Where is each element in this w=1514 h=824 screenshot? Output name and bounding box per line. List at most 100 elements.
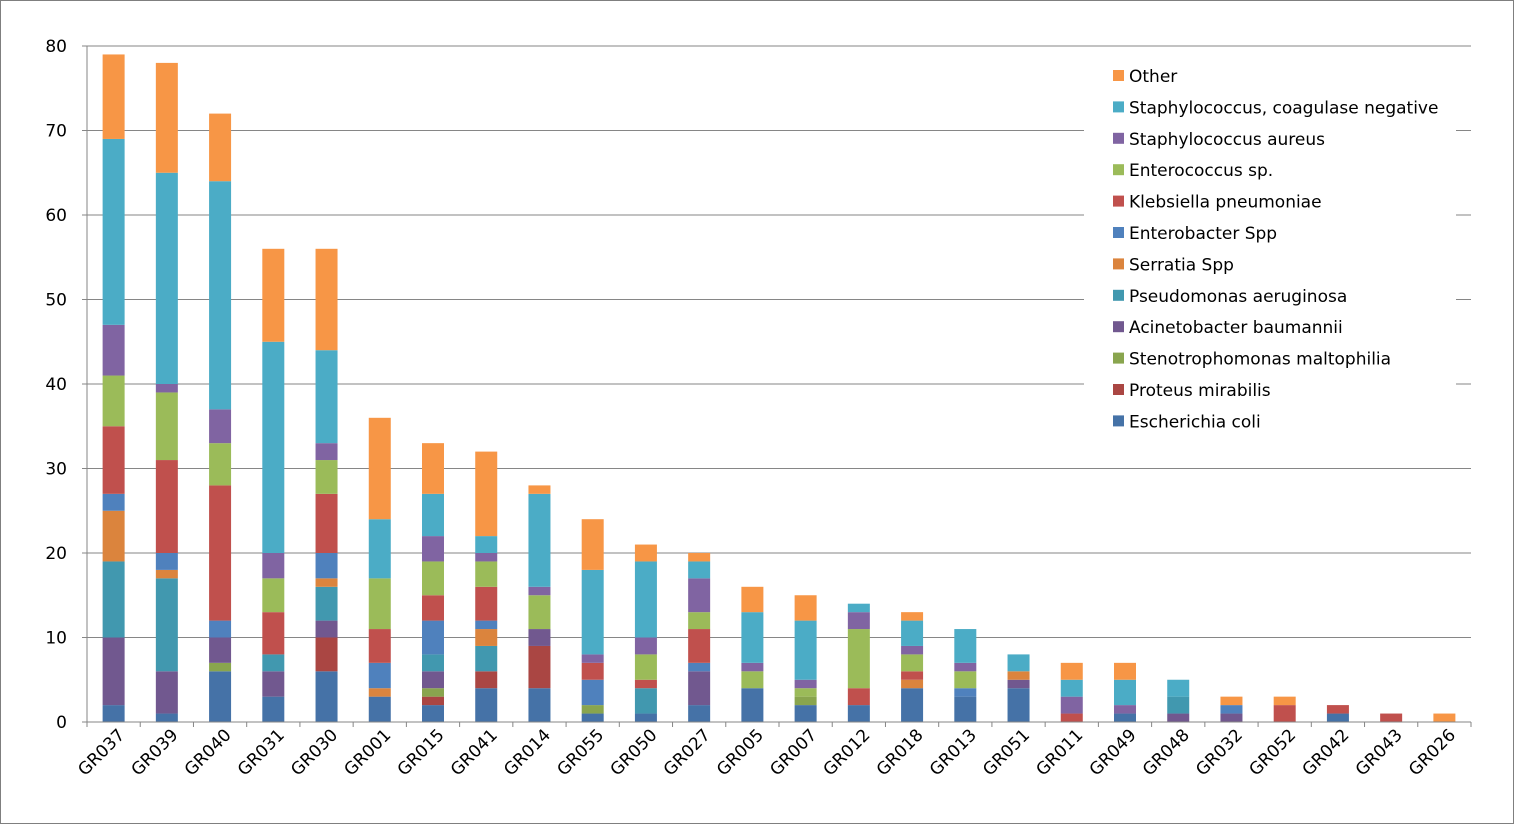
- bar-segment: [209, 113, 232, 182]
- legend-label: Other: [1129, 67, 1177, 87]
- bar-segment: [688, 612, 711, 630]
- x-category-label: GR039: [128, 725, 183, 780]
- bar-segment: [315, 586, 338, 621]
- bar-segment: [315, 443, 338, 461]
- x-category-label: GR014: [500, 725, 555, 780]
- bar-segment: [1273, 705, 1296, 722]
- legend-label: Escherichia coli: [1129, 412, 1261, 432]
- legend-label: Staphylococcus aureus: [1129, 130, 1325, 150]
- legend: Other Staphylococcus, coagulase negative S…: [1084, 59, 1456, 443]
- bar-segment: [102, 510, 125, 562]
- legend-label: Acinetobacter baumannii: [1129, 318, 1343, 338]
- bar-segment: [209, 485, 232, 621]
- bar-segment: [102, 705, 125, 722]
- bar-segment: [581, 713, 604, 722]
- legend-swatch: [1113, 289, 1124, 301]
- bar-segment: [901, 679, 924, 689]
- y-axis-tick-labels: 0 10 20 30 40 50 60 70 80: [45, 37, 87, 733]
- bar-segment: [102, 375, 125, 427]
- x-category-label: GR015: [394, 725, 449, 780]
- bar-segment: [102, 324, 125, 376]
- bar-segment: [1114, 713, 1136, 722]
- bar-segment: [368, 629, 391, 663]
- bar-segment: [262, 578, 285, 613]
- bar-segment: [741, 612, 764, 663]
- bar-segment: [794, 705, 817, 722]
- bar-segment: [688, 629, 711, 663]
- y-tick-label: 40: [45, 375, 67, 395]
- bar-segment: [954, 629, 977, 663]
- bar-segment: [1007, 654, 1030, 672]
- bar-segment: [368, 696, 391, 722]
- bar-segment: [634, 688, 657, 714]
- x-category-label: GR052: [1245, 725, 1300, 780]
- bar-segment: [1326, 713, 1349, 722]
- legend-swatch: [1113, 101, 1124, 113]
- legend-background: [1084, 59, 1456, 443]
- bar-segment: [475, 645, 498, 672]
- bar-segment: [1114, 705, 1136, 714]
- bar-segment: [315, 350, 338, 444]
- bar-segment: [1167, 679, 1190, 697]
- bar-segment: [954, 688, 977, 697]
- bar-segment: [581, 679, 604, 706]
- legend-swatch: [1113, 195, 1124, 207]
- x-category-label: GR055: [553, 725, 608, 780]
- bar-segment: [1007, 688, 1030, 722]
- bar-segment: [422, 561, 444, 596]
- x-category-label: GR011: [1033, 725, 1088, 780]
- legend-swatch: [1113, 258, 1124, 270]
- bar-segment: [794, 679, 817, 689]
- bar-segment: [209, 620, 232, 638]
- bar-segment: [901, 688, 924, 722]
- bar-segment: [422, 654, 444, 672]
- x-axis-category-labels: GR037GR039GR040GR031GR030GR001GR015GR041…: [74, 725, 1460, 780]
- bar-segment: [155, 671, 178, 714]
- bar-segment: [315, 460, 338, 494]
- bar-segment: [475, 561, 498, 587]
- bar-segment: [634, 713, 657, 722]
- bar-segment: [528, 688, 551, 722]
- bar-segment: [422, 536, 444, 562]
- y-tick-label: 80: [45, 37, 67, 57]
- x-category-label: GR032: [1192, 725, 1247, 780]
- bar-segment: [688, 671, 711, 706]
- bar-segment: [1114, 662, 1136, 680]
- bar-segment: [581, 705, 604, 714]
- bar-segment: [102, 426, 125, 494]
- bar-segment: [315, 248, 338, 351]
- x-category-label: GR048: [1139, 725, 1194, 780]
- bar-segment: [741, 586, 764, 613]
- x-category-label: GR001: [341, 725, 396, 780]
- bar-segment: [688, 705, 711, 722]
- bar-segment: [741, 662, 764, 672]
- bar-segment: [368, 688, 391, 697]
- bar-segment: [528, 485, 551, 494]
- bar-segment: [688, 553, 711, 562]
- bar-segment: [1220, 696, 1243, 706]
- x-category-label: GR031: [234, 725, 289, 780]
- bar-segment: [688, 578, 711, 613]
- legend-swatch: [1113, 132, 1124, 144]
- bar-segment: [528, 595, 551, 630]
- legend-label: Klebsiella pneumoniae: [1129, 193, 1322, 213]
- bar-segment: [581, 662, 604, 680]
- bar-segment: [422, 595, 444, 621]
- bar-segment: [688, 662, 711, 672]
- bar-segment: [422, 671, 444, 689]
- bar-segment: [475, 671, 498, 689]
- bar-segment: [475, 629, 498, 646]
- bar-segment: [209, 409, 232, 444]
- legend-label: Pseudomonas aeruginosa: [1129, 287, 1347, 307]
- legend-swatch: [1113, 352, 1124, 364]
- bar-segment: [847, 612, 870, 630]
- bar-segment: [262, 654, 285, 672]
- bar-segment: [368, 578, 391, 630]
- bar-segment: [528, 493, 551, 587]
- legend-label: Proteus mirabilis: [1129, 381, 1271, 401]
- x-category-label: GR005: [713, 725, 768, 780]
- x-category-label: GR018: [873, 725, 928, 780]
- bar-segment: [262, 341, 285, 553]
- y-tick-label: 30: [45, 460, 67, 480]
